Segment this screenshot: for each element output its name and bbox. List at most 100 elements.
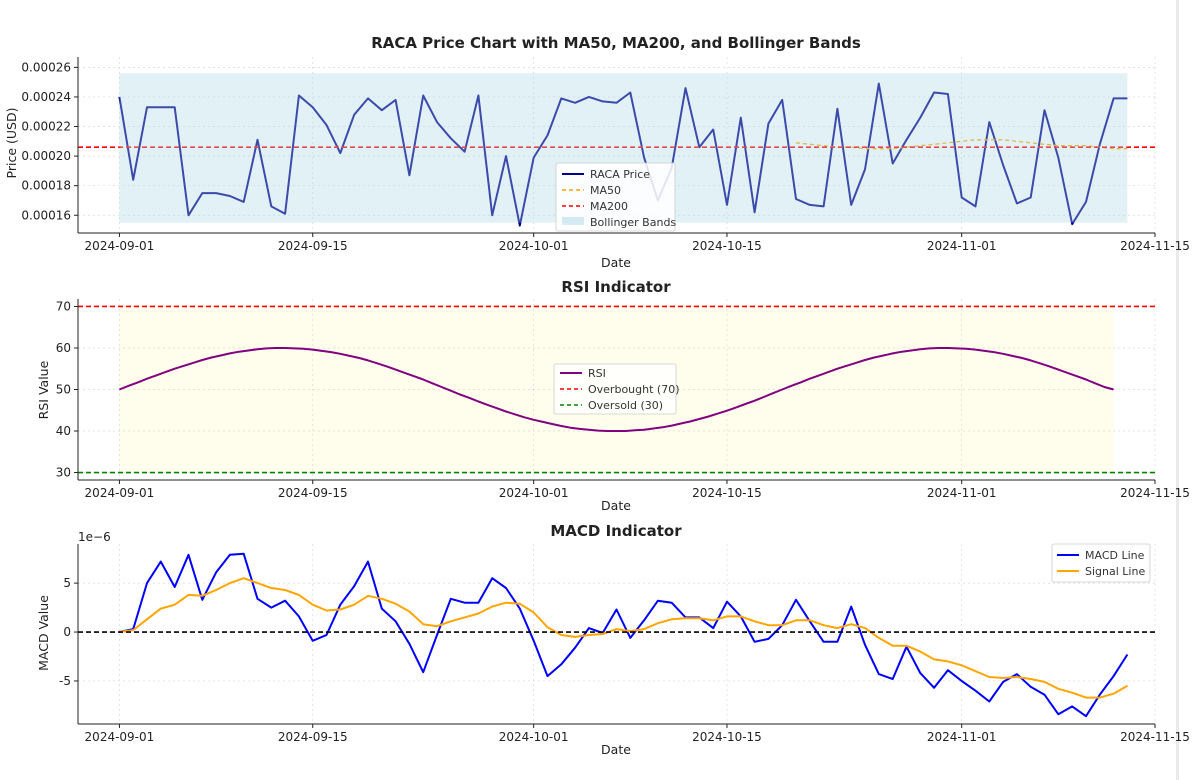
signal-line-point [878,637,880,639]
signal-line-line [119,577,1128,699]
signal-line-point [1071,692,1073,694]
signal-line-point [160,608,162,610]
legend-macd-line-label: MACD Line [1085,549,1145,562]
macd-line-point [381,608,383,610]
macd-line-point [630,637,632,639]
macd-line-point [367,561,369,563]
signal-line-point [188,594,190,596]
signal-line-point [395,603,397,605]
y-tick-label: -5 [59,674,71,688]
signal-line-point [381,598,383,600]
signal-line-point [202,595,204,597]
macd-line-point [284,600,286,602]
signal-line-point [464,617,466,619]
signal-line-point [340,609,342,611]
macd-line-point [257,598,259,600]
macd-y-multiplier: 1e−6 [78,530,111,544]
signal-line-point [409,611,411,613]
signal-line-point [229,582,231,584]
macd-line-point [561,664,563,666]
macd-chart-title: MACD Indicator [550,522,682,540]
macd-line-point [1016,673,1018,675]
signal-line-point [671,619,673,621]
signal-line-point [519,603,521,605]
signal-line-point [1016,676,1018,678]
macd-line-point [505,587,507,589]
signal-line-point [353,604,355,606]
macd-line-point [395,621,397,623]
y-tick-label: 0 [63,625,71,639]
macd-line-point [422,671,424,673]
x-tick-label: 2024-11-15 [1120,239,1190,253]
signal-line-point [740,616,742,618]
rsi-chart-title: RSI Indicator [561,278,671,296]
macd-line-point [215,572,217,574]
macd-line-point [933,687,935,689]
signal-line-point [215,589,217,591]
x-tick-label: 2024-09-15 [278,730,348,744]
y-tick-label: 0.00022 [21,120,71,134]
legend-overbought-label: Overbought (70) [588,383,680,396]
macd-line-point [1085,715,1087,717]
signal-line-point [312,604,314,606]
y-tick-label: 40 [56,424,71,438]
macd-line-point [326,634,328,636]
price-panel: RACA Price Chart with MA50, MA200, and B… [4,34,1190,270]
macd-x-label: Date [601,742,631,757]
macd-line-point [340,604,342,606]
macd-line-point [1044,694,1046,696]
signal-line-point [975,670,977,672]
x-tick-label: 2024-09-01 [85,486,155,500]
x-tick-label: 2024-10-15 [692,730,762,744]
signal-line-point [850,623,852,625]
legend-oversold-label: Oversold (30) [588,399,663,412]
signal-line-point [1002,677,1004,679]
signal-line-point [533,612,535,614]
signal-line-point [1058,688,1060,690]
raca-price-point [1071,223,1073,225]
y-tick-label: 60 [56,341,71,355]
signal-line-point [1044,681,1046,683]
signal-line-point [643,628,645,630]
legend-raca-price-label: RACA Price [590,168,650,181]
x-tick-label: 2024-10-01 [499,239,569,253]
macd-line-point [892,678,894,680]
signal-line-point [864,627,866,629]
legend-ma200-label: MA200 [590,200,628,213]
x-tick-label: 2024-11-15 [1120,486,1190,500]
rsi-panel: RSI Indicator 2024-09-01 2024-09-15 2024-1… [36,278,1190,513]
x-tick-label: 2024-09-01 [85,239,155,253]
macd-line-point [961,680,963,682]
legend-bollinger-label: Bollinger Bands [590,216,676,229]
signal-line-point [491,606,493,608]
signal-line-point [367,595,369,597]
macd-line-point [533,640,535,642]
signal-line-point [284,589,286,591]
price-legend-box [555,162,676,232]
signal-line-point [326,610,328,612]
y-tick-label: 30 [56,466,71,480]
macd-line-point [353,585,355,587]
macd-line-point [768,638,770,640]
signal-line-point [257,582,259,584]
signal-line-point [436,625,438,627]
macd-line-point [920,672,922,674]
rsi-y-label: RSI Value [36,360,51,419]
macd-line-point [878,673,880,675]
x-tick-label: 2024-10-01 [499,730,569,744]
macd-line-point [754,641,756,643]
signal-line-point [933,659,935,661]
signal-line-point [823,624,825,626]
x-tick-label: 2024-09-15 [278,239,348,253]
macd-line-point [947,669,949,671]
macd-line-point [657,600,659,602]
legend-ma50-label: MA50 [590,184,621,197]
macd-legend-box [1051,543,1151,583]
macd-line-point [271,607,273,609]
x-tick-label: 2024-09-01 [85,730,155,744]
x-tick-label: 2024-11-01 [927,486,997,500]
signal-line-point [602,633,604,635]
macd-line-point [837,641,839,643]
x-tick-label: 2024-11-01 [927,730,997,744]
